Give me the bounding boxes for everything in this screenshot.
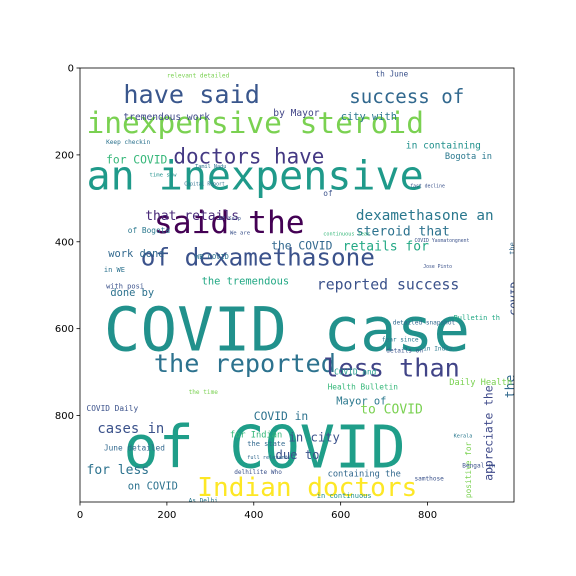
word-55: the state (247, 440, 285, 448)
word-29: to COVID (360, 402, 423, 417)
y-tick-label: 0 (68, 64, 74, 75)
word-53: Bulletin th (454, 314, 500, 322)
x-tick-label: 800 (418, 510, 437, 521)
word-62: samthose (415, 476, 445, 483)
x-tick-label: 600 (331, 510, 350, 521)
word-14: retails for (343, 240, 429, 255)
word-65: AB Kolp (219, 216, 241, 222)
x-tick-label: 0 (77, 510, 83, 521)
word-38: Bogota in (445, 152, 492, 162)
plot-frame (79, 67, 515, 503)
word-18: cases in (97, 421, 164, 437)
word-4: have said (123, 80, 259, 109)
word-44: with posi (106, 283, 144, 291)
word-19: for less (87, 463, 150, 478)
word-0: COVID case (104, 295, 470, 365)
word-57: in continuous (317, 492, 372, 500)
word-41: COVID and (334, 367, 376, 376)
word-46: June detailed (104, 443, 165, 452)
word-13: reported success (317, 277, 460, 294)
word-72: Tamil Nadu (195, 164, 226, 170)
word-51: relevant detailed (167, 73, 230, 80)
word-68: the (508, 242, 516, 255)
word-34: appreciate the (483, 385, 496, 480)
word-16: that retails (145, 209, 239, 224)
x-axis: 0 200 400 600 800 (77, 502, 437, 521)
x-tick-label: 200 (157, 510, 176, 521)
word-10: doctors have (173, 145, 324, 169)
y-axis: 0 200 400 600 800 (55, 64, 80, 422)
word-58: detailed snapshot (393, 319, 456, 326)
y-tick-label: 200 (55, 150, 74, 161)
word-64: COVID Yasmatongnent (415, 238, 470, 244)
word-9: Indian doctors (197, 473, 417, 503)
word-8: less than (323, 353, 459, 382)
word-17: the COVID (271, 240, 332, 253)
word-7: the reported (154, 349, 336, 378)
word-30: COVID in (254, 410, 308, 423)
word-56: delhilite Who (234, 469, 282, 476)
word-43: in WE (104, 266, 125, 274)
word-40: Daily Health (449, 378, 512, 388)
word-12: dexamethasone an (356, 208, 494, 224)
y-tick-label: 800 (55, 411, 74, 422)
word-45: COVID Daily (87, 404, 139, 413)
word-26: done by (110, 287, 154, 299)
word-20: on COVID (128, 480, 178, 492)
word-61: details on (386, 348, 423, 355)
word-24: city with (341, 111, 397, 123)
word-49: Keep checkin (106, 139, 150, 146)
word-1: of COVID (123, 414, 405, 482)
word-36: COVID (509, 281, 522, 315)
x-tick-label: 400 (244, 510, 263, 521)
word-50: time saw (150, 173, 178, 179)
word-5: said the (154, 205, 305, 241)
word-21: for COVID (106, 154, 167, 167)
word-15: steroid that (356, 224, 450, 239)
word-25: the tremendous (202, 275, 290, 287)
word-28: due to (276, 448, 320, 462)
word-35: the (503, 375, 518, 399)
y-tick-label: 400 (55, 237, 74, 248)
word-33: containing the (328, 469, 401, 479)
word-11: success of (349, 85, 464, 108)
word-48: WB COVID (195, 253, 229, 261)
word-31: in city (289, 431, 340, 445)
word-73: Capital Report (184, 181, 225, 187)
word-6: of dexamethasone (141, 243, 375, 272)
word-22: tremendous work (123, 112, 210, 123)
word-66: We are (230, 230, 251, 236)
word-54: the time (189, 389, 219, 396)
word-47: for Indian (230, 430, 282, 440)
word-70: Bengal in (462, 463, 495, 470)
word-75: Jose Pinto (423, 264, 452, 270)
word-63: continuous fear (323, 231, 370, 237)
word-23: by Mayor (273, 108, 319, 119)
word-60: in India (423, 345, 453, 352)
word-59: fear since (382, 337, 419, 344)
word-32: Mayor of (336, 396, 386, 408)
word-39: Health Bulletin (328, 383, 398, 392)
word-27: work done (108, 248, 164, 260)
word-cloud: COVID case of COVID an inexpensive inexpens… (87, 70, 522, 504)
word-69: positive for (464, 441, 473, 498)
word-52: th June (375, 70, 408, 79)
word-77: Kerala (454, 433, 473, 439)
word-3: inexpensive steroid (87, 106, 424, 140)
word-37: in containing (406, 140, 481, 151)
word-67: of (323, 189, 333, 198)
word-2: an inexpensive (87, 154, 424, 200)
word-42: of Bogota (128, 226, 171, 235)
word-71: As Delhi (189, 497, 219, 504)
word-76: full relevant (247, 455, 288, 461)
word-74: fast decline (410, 184, 445, 190)
y-tick-label: 600 (55, 324, 74, 335)
